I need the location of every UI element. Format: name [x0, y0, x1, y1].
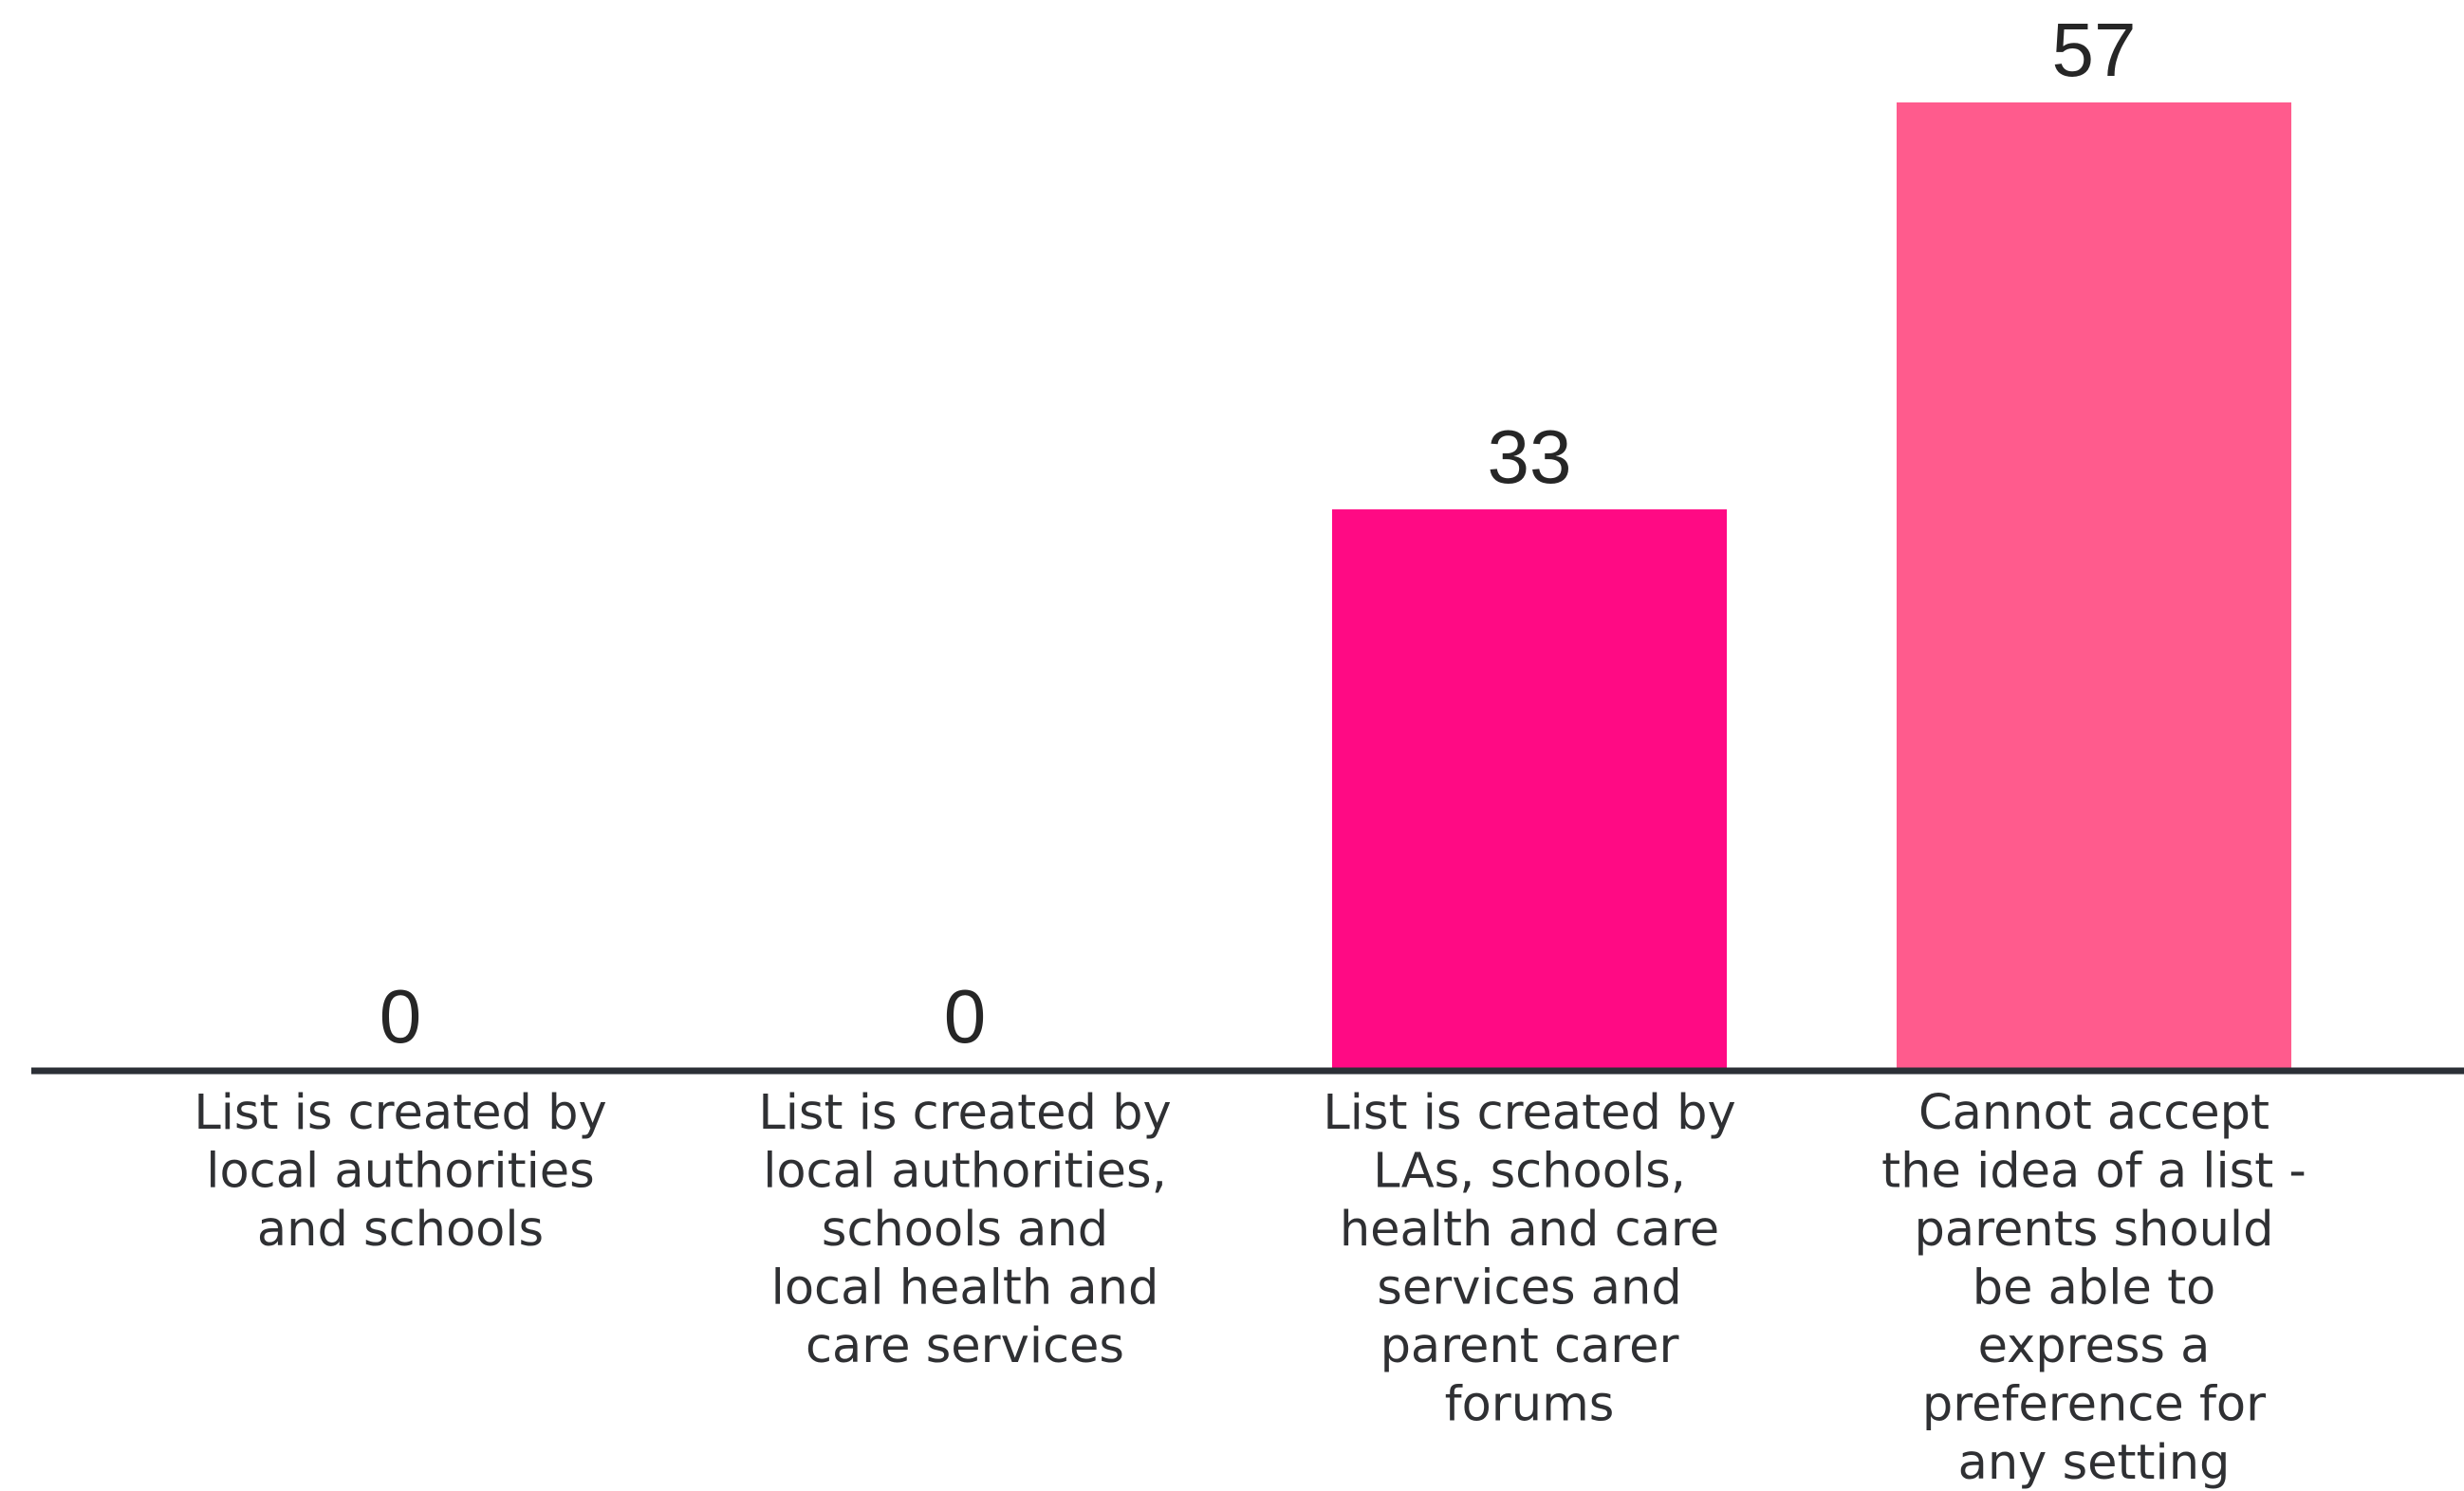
category-label-line: local health and: [771, 1261, 1159, 1316]
bar-value-label-1: 0: [380, 974, 422, 1058]
category-label-line: local authorities: [206, 1144, 594, 1200]
category-label-line: care services: [806, 1318, 1124, 1374]
bars-group: [1332, 102, 2291, 1069]
category-label-line: forums: [1445, 1377, 1615, 1433]
category-label-line: Cannot accept: [1918, 1085, 2269, 1141]
bar-3: [1332, 509, 1727, 1069]
value-labels-group: 0 0 33 57: [380, 8, 2137, 1058]
category-label-4: Cannot accept the idea of a list -parents…: [1881, 1085, 2307, 1491]
bar-value-label-3: 33: [1488, 414, 1572, 499]
bar-value-label-2: 0: [944, 974, 987, 1058]
category-label-line: schools and: [822, 1202, 1108, 1258]
category-label-line: express a: [1978, 1318, 2211, 1374]
category-label-line: health and care: [1340, 1202, 1719, 1258]
category-label-line: List is created by: [194, 1085, 606, 1141]
category-label-line: any setting: [1958, 1435, 2231, 1491]
category-label-line: parent carer: [1380, 1318, 1679, 1374]
category-label-line: the idea of a list -: [1881, 1144, 2307, 1200]
category-label-line: services and: [1377, 1261, 1681, 1316]
category-label-line: List is created by: [758, 1085, 1171, 1141]
category-label-line: LAs, schools,: [1373, 1144, 1686, 1200]
category-label-line: local authorities,: [763, 1144, 1167, 1200]
category-label-line: and schools: [257, 1202, 544, 1258]
bar-value-label-4: 57: [2052, 8, 2137, 92]
category-label-line: parents should: [1915, 1202, 2274, 1258]
category-label-line: preference for: [1922, 1377, 2266, 1433]
category-label-3: List is created by LAs, schools, health an…: [1323, 1085, 1735, 1433]
bar-4: [1897, 102, 2291, 1069]
category-labels-group: List is created by local authorities and s…: [194, 1085, 2307, 1491]
category-label-line: be able to: [1973, 1261, 2216, 1316]
category-label-2: List is created by local authorities, scho…: [758, 1085, 1171, 1374]
category-label-1: List is created by local authorities and s…: [194, 1085, 606, 1258]
category-label-line: List is created by: [1323, 1085, 1735, 1141]
